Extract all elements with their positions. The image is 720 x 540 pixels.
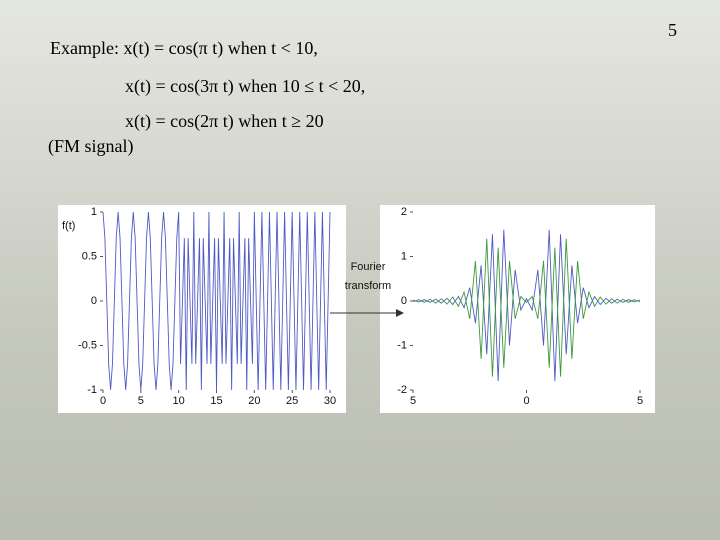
y-tick-label: -0.5 xyxy=(78,339,97,351)
page-number: 5 xyxy=(668,20,677,40)
text-line: (FM signal) xyxy=(48,136,134,156)
text-line: Example: x(t) = cos(π t) when t < 10, xyxy=(50,38,318,58)
y-tick-label: 1 xyxy=(91,206,97,218)
text-line: x(t) = cos(2π t) when t ≥ 20 xyxy=(125,111,324,131)
x-tick-label: 15 xyxy=(210,395,222,407)
y-tick-label: 1 xyxy=(401,250,407,262)
x-tick-label: 5 xyxy=(138,395,144,407)
series-line xyxy=(412,238,641,377)
text-line: x(t) = cos(3π t) when 10 ≤ t < 20, xyxy=(125,76,366,96)
x-tick-label: 0 xyxy=(523,395,529,407)
x-tick-label: 5 xyxy=(410,395,416,407)
y-tick-label: -1 xyxy=(397,339,407,351)
y-tick-label: 2 xyxy=(401,206,407,218)
x-tick-label: 30 xyxy=(324,395,336,407)
y-tick-label: 0 xyxy=(91,295,97,307)
x-tick-label: 0 xyxy=(100,395,106,407)
x-tick-label: 5 xyxy=(637,395,643,407)
y-tick-label: -1 xyxy=(87,384,97,396)
y-tick-label: 0 xyxy=(401,295,407,307)
series-line xyxy=(412,229,641,382)
arrow-head xyxy=(396,309,404,317)
annotation: Fourier xyxy=(351,261,386,273)
x-tick-label: 25 xyxy=(286,395,298,407)
annotation: transform xyxy=(345,280,391,292)
series-line xyxy=(102,211,331,391)
y-tick-label: -2 xyxy=(397,384,407,396)
y-axis-label: f(t) xyxy=(62,220,75,232)
y-tick-label: 0.5 xyxy=(82,250,97,262)
x-tick-label: 10 xyxy=(173,395,185,407)
x-tick-label: 20 xyxy=(248,395,260,407)
